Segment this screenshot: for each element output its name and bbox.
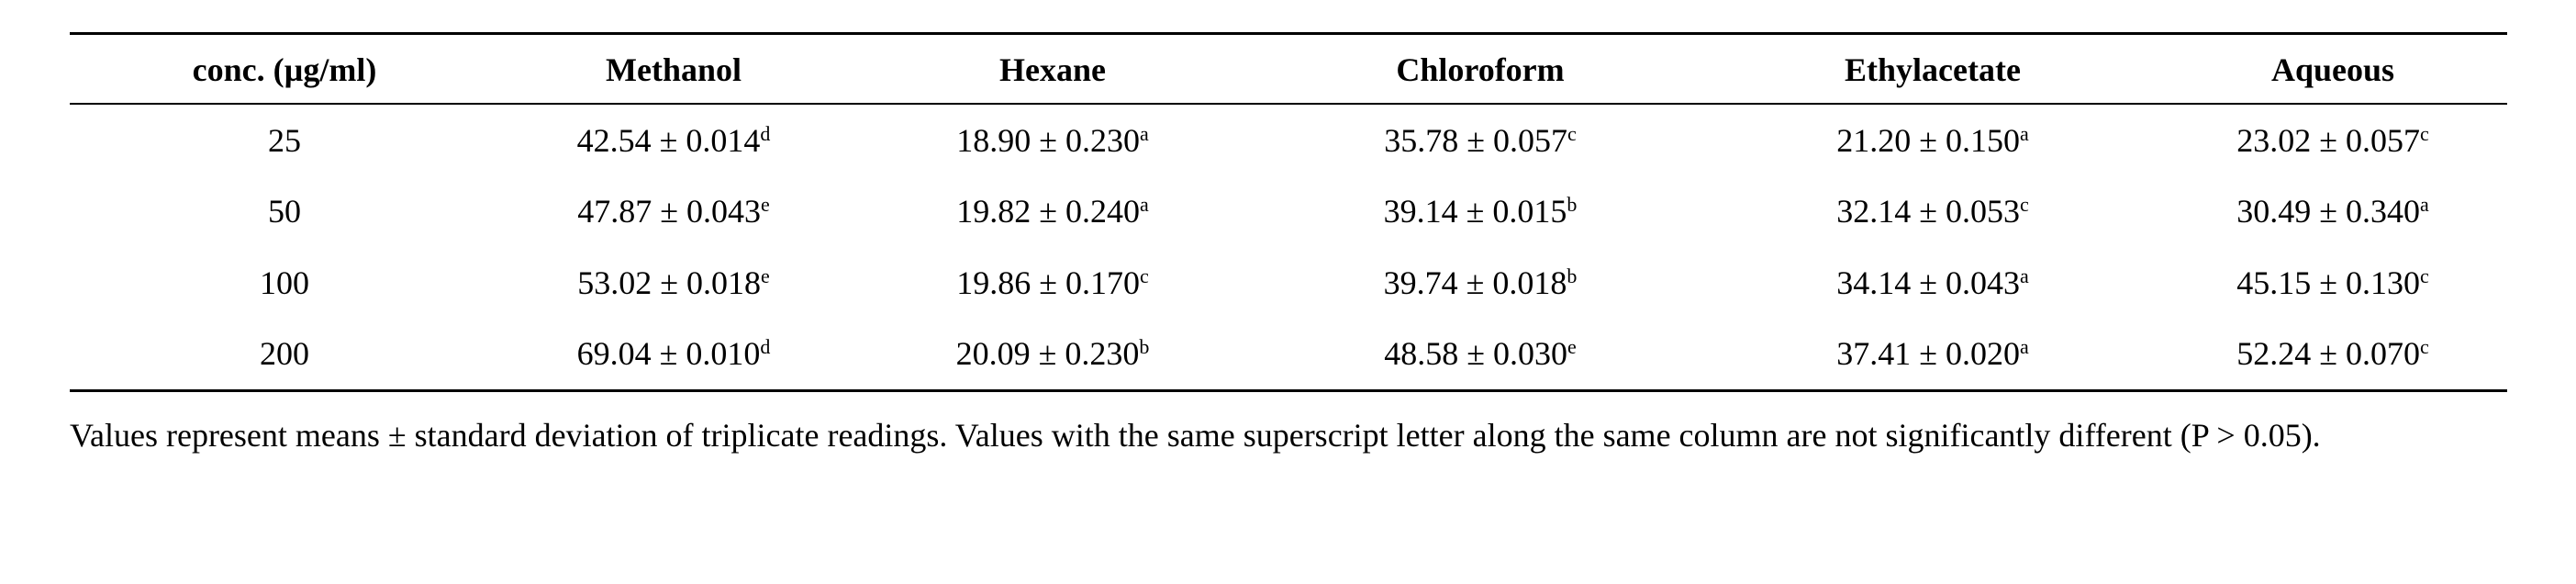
table-cell: 19.82 ± 0.240a bbox=[956, 192, 1149, 230]
column-header: Hexane bbox=[999, 51, 1106, 88]
significance-letter: a bbox=[2020, 122, 2029, 145]
table-cell: 35.78 ± 0.057c bbox=[1384, 121, 1577, 160]
significance-letter: a bbox=[2020, 264, 2029, 287]
table-cell: 20.09 ± 0.230b bbox=[956, 334, 1150, 373]
cell-value: 45.15 ± 0.130 bbox=[2236, 264, 2420, 301]
cell-value: 53.02 ± 0.018 bbox=[577, 264, 761, 301]
significance-letter: b bbox=[1139, 335, 1150, 358]
table-cell: 50 bbox=[268, 193, 301, 230]
cell-value: 48.58 ± 0.030 bbox=[1384, 335, 1567, 372]
significance-letter: a bbox=[2020, 335, 2029, 358]
cell-value: 19.82 ± 0.240 bbox=[956, 193, 1140, 230]
table-cell: 53.02 ± 0.018e bbox=[577, 264, 770, 302]
significance-letter: c bbox=[1140, 264, 1149, 287]
table-cell: 30.49 ± 0.340a bbox=[2236, 192, 2429, 230]
table-cell: 69.04 ± 0.010d bbox=[577, 334, 771, 373]
table-cell: 18.90 ± 0.230a bbox=[956, 121, 1149, 160]
cell-value: 32.14 ± 0.053 bbox=[1836, 193, 2020, 230]
significance-letter: c bbox=[2420, 264, 2429, 287]
column-header: Aqueous bbox=[2270, 51, 2395, 88]
column-header: Chloroform bbox=[1396, 51, 1565, 88]
significance-letter: a bbox=[2420, 193, 2429, 216]
header-rule bbox=[70, 103, 2507, 105]
table-cell: 42.54 ± 0.014d bbox=[577, 121, 771, 160]
cell-value: 37.41 ± 0.020 bbox=[1836, 335, 2020, 372]
significance-letter: c bbox=[2020, 193, 2029, 216]
table-cell: 39.14 ± 0.015b bbox=[1384, 192, 1578, 230]
significance-letter: d bbox=[760, 122, 771, 145]
table-cell: 21.20 ± 0.150a bbox=[1836, 121, 2029, 160]
column-header: conc. (µg/ml) bbox=[192, 51, 377, 88]
table-cell: 52.24 ± 0.070c bbox=[2236, 334, 2429, 373]
cell-value: 21.20 ± 0.150 bbox=[1836, 122, 2020, 159]
table-cell: 100 bbox=[260, 264, 309, 301]
cell-value: 30.49 ± 0.340 bbox=[2236, 193, 2420, 230]
cell-value: 23.02 ± 0.057 bbox=[2236, 122, 2420, 159]
significance-letter: a bbox=[1140, 122, 1149, 145]
top-rule bbox=[70, 32, 2507, 35]
significance-letter: c bbox=[2420, 122, 2429, 145]
table-cell: 48.58 ± 0.030e bbox=[1384, 334, 1577, 373]
cell-value: 19.86 ± 0.170 bbox=[956, 264, 1140, 301]
significance-letter: e bbox=[1567, 335, 1577, 358]
table-cell: 47.87 ± 0.043e bbox=[577, 192, 770, 230]
cell-value: 39.74 ± 0.018 bbox=[1383, 264, 1567, 301]
table-cell: 37.41 ± 0.020a bbox=[1836, 334, 2029, 373]
table-cell: 23.02 ± 0.057c bbox=[2236, 121, 2429, 160]
significance-letter: c bbox=[2420, 335, 2429, 358]
significance-letter: e bbox=[761, 264, 770, 287]
table-cell: 45.15 ± 0.130c bbox=[2236, 264, 2429, 302]
significance-letter: b bbox=[1567, 193, 1578, 216]
significance-letter: b bbox=[1567, 264, 1578, 287]
table-cell: 32.14 ± 0.053c bbox=[1836, 192, 2029, 230]
cell-value: 52.24 ± 0.070 bbox=[2236, 335, 2420, 372]
table-cell: 39.74 ± 0.018b bbox=[1384, 264, 1578, 302]
significance-letter: e bbox=[761, 193, 770, 216]
column-header: Ethylacetate bbox=[1845, 51, 2021, 88]
cell-value: 42.54 ± 0.014 bbox=[576, 122, 761, 159]
cell-value: 69.04 ± 0.010 bbox=[576, 335, 761, 372]
cell-value: 34.14 ± 0.043 bbox=[1836, 264, 2020, 301]
cell-value: 18.90 ± 0.230 bbox=[956, 122, 1140, 159]
table-cell: 25 bbox=[268, 122, 301, 159]
table-cell: 200 bbox=[260, 335, 309, 372]
significance-letter: d bbox=[760, 335, 771, 358]
table-cell: 19.86 ± 0.170c bbox=[956, 264, 1149, 302]
cell-value: 39.14 ± 0.015 bbox=[1383, 193, 1567, 230]
cell-value: 20.09 ± 0.230 bbox=[955, 335, 1140, 372]
cell-value: 35.78 ± 0.057 bbox=[1384, 122, 1567, 159]
significance-letter: a bbox=[1140, 193, 1149, 216]
significance-letter: c bbox=[1567, 122, 1577, 145]
cell-value: 47.87 ± 0.043 bbox=[577, 193, 761, 230]
table-cell: 34.14 ± 0.043a bbox=[1836, 264, 2029, 302]
column-header: Methanol bbox=[606, 51, 742, 88]
bottom-rule bbox=[70, 389, 2507, 392]
table-note: Values represent means ± standard deviat… bbox=[70, 417, 2321, 454]
